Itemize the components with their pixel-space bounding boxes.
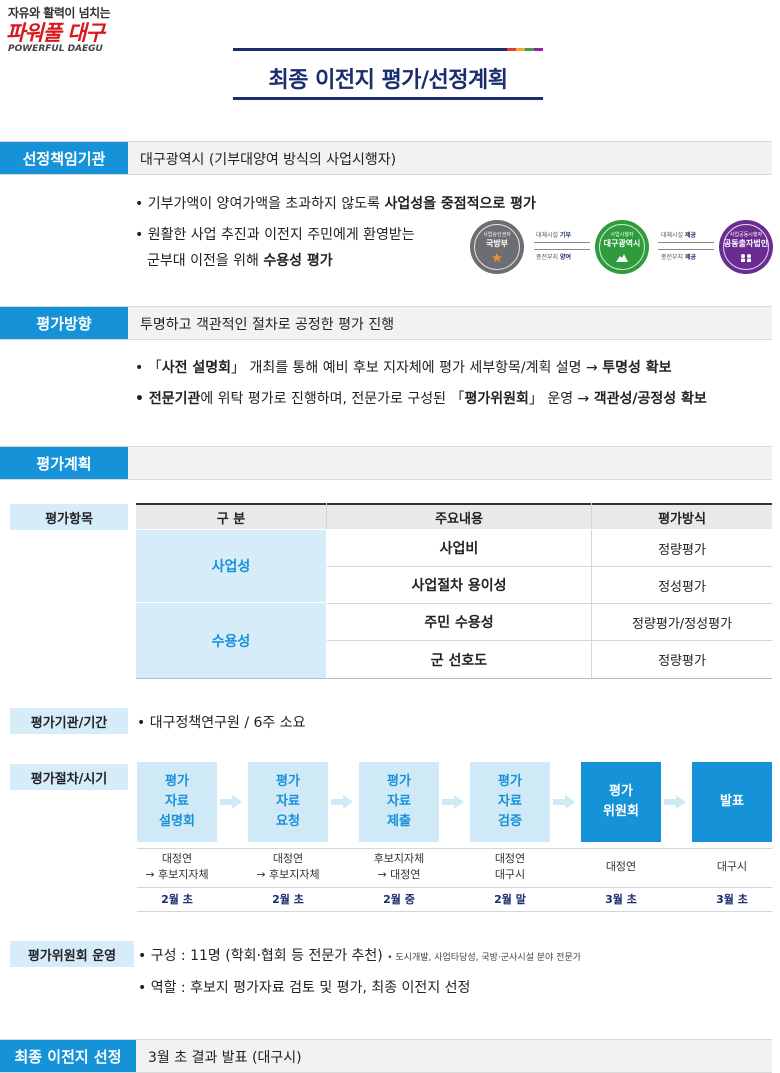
star-icon [492, 253, 502, 262]
bullet-responsible-2: • 원활한 사업 추진과 이전지 주민에게 환영받는 [135, 227, 415, 243]
process-step-6: 발표 [692, 762, 772, 842]
bullet-responsible-1: • 기부가액이 양여가액을 초과하지 않도록 사업성을 중점적으로 평가 [135, 196, 536, 212]
section-label-responsible: 선정책임기관 [0, 142, 128, 174]
committee-bullet-2: • 역할 : 후보지 평가자료 검토 및 평가, 최종 이전지 선정 [138, 980, 471, 996]
label-donate: 대체시설 기부 [536, 232, 572, 239]
section-desc-final: 3월 초 결과 발표 (대구시) [148, 1050, 302, 1066]
row-method-4: 정량평가 [658, 654, 706, 669]
label-agency: 평가기관/기간 [10, 708, 128, 734]
section-desc-responsible: 대구광역시 (기부대양여 방식의 사업시행자) [140, 152, 397, 168]
logo-tagline: 자유와 활력이 넘치는 [8, 6, 111, 20]
row-method-3: 정량평가/정성평가 [631, 616, 733, 632]
arrow-line-right-top [658, 242, 714, 243]
arrow-right-icon [343, 795, 353, 809]
process-month-5: 3월 초 [605, 893, 637, 906]
agency-text: • 대구정책연구원 / 6주 소요 [137, 715, 306, 731]
label-provide-2: 종전부지 제공 [661, 254, 697, 261]
section-responsible: 선정책임기관 대구광역시 (기부대양여 방식의 사업시행자) [0, 141, 772, 175]
process-org-1: 대정연 → 후보지자체 [145, 852, 209, 881]
label-items: 평가항목 [10, 504, 128, 530]
title-decoration [507, 48, 543, 51]
process-month-6: 3월 초 [716, 893, 748, 906]
table-header-method: 평가방식 [592, 503, 772, 529]
process-org-3: 후보지자체 → 대정연 [373, 852, 425, 881]
arrow-right-icon [565, 795, 575, 809]
section-label-final: 최종 이전지 선정 [0, 1040, 136, 1072]
label-transfer: 종전부지 양여 [536, 254, 572, 261]
process-org-6: 대구시 [716, 860, 748, 873]
relationship-diagram: 사업승인권자 국방부 대체시설 기부 종전부지 양여 사업시행자 대구광역시 대… [464, 216, 774, 280]
process-org-5: 대정연 [605, 860, 637, 873]
bullet-direction-2: • 전문기관에 위탁 평가로 진행하며, 전문가로 구성된 「평가위원회」 운영… [135, 391, 707, 407]
row-content-3: 주민 수용성 [424, 615, 494, 631]
section-direction: 평가방향 투명하고 객관적인 절차로 공정한 평가 진행 [0, 306, 772, 340]
category-acceptance: 수용성 [136, 603, 326, 678]
evaluation-table: 구 분 주요내용 평가방식 사업성 수용성 사업비 정량평가 사업절차 용이성 … [136, 503, 772, 679]
arrow-line-left-top [534, 242, 590, 243]
arrow-line-right-bottom [658, 249, 714, 250]
label-provide-1: 대체시설 제공 [661, 232, 697, 239]
row-method-2: 정성평가 [658, 579, 706, 595]
process-month-4: 2월 말 [494, 893, 526, 906]
arrow-right-icon [676, 795, 686, 809]
label-process: 평가절차/시기 [10, 764, 128, 790]
committee-bullet-1: • 구성 : 11명 (학회·협회 등 전문가 추천) • 도시개발, 사업타당… [138, 948, 582, 964]
mountain-icon [616, 254, 628, 262]
section-label-direction: 평가방향 [0, 307, 128, 339]
arrow-right-icon [454, 795, 464, 809]
people-icon [741, 254, 751, 262]
bullet-direction-1: • 「사전 설명회」 개최를 통해 예비 후보 지자체에 평가 세부항목/계획 … [135, 360, 672, 376]
public-corp-circle: 사업공동시행자 공동출자법인 [719, 220, 773, 274]
row-method-1: 정량평가 [658, 542, 706, 558]
logo-main: 파워풀 대구 [6, 21, 105, 45]
row-content-2: 사업절차 용이성 [411, 578, 507, 594]
daegu-circle: 사업시행자 대구광역시 [595, 220, 649, 274]
section-final: 최종 이전지 선정 3월 초 결과 발표 (대구시) [0, 1039, 772, 1073]
process-step-1: 평가 자료 설명회 [137, 762, 217, 842]
page-title: 최종 이전지 평가/선정계획 [268, 68, 509, 93]
process-month-3: 2월 중 [383, 893, 415, 906]
mnd-circle: 사업승인권자 국방부 [470, 220, 524, 274]
process-month-1: 2월 초 [161, 893, 193, 906]
category-business: 사업성 [136, 530, 326, 602]
section-plan: 평가계획 [0, 446, 772, 480]
process-org-4: 대정연 대구시 [494, 852, 526, 881]
arrow-line-left-bottom [534, 249, 590, 250]
row-content-4: 군 선호도 [430, 652, 488, 669]
process-org-2: 대정연 → 후보지자체 [256, 852, 320, 881]
section-desc-direction: 투명하고 객관적인 절차로 공정한 평가 진행 [140, 317, 395, 333]
title-bar: 최종 이전지 평가/선정계획 [233, 48, 543, 100]
process-step-5: 평가 위원회 [581, 762, 661, 842]
table-header-category: 구 분 [136, 503, 326, 529]
table-header-content: 주요내용 [327, 503, 591, 529]
arrow-right-icon [232, 795, 242, 809]
process-step-3: 평가 자료 제출 [359, 762, 439, 842]
process-step-2: 평가 자료 요청 [248, 762, 328, 842]
label-committee: 평가위원회 운영 [10, 941, 134, 967]
logo-english: POWERFUL DAEGU [8, 44, 103, 54]
bullet-responsible-3: 군부대 이전을 위해 수용성 평가 [147, 253, 333, 269]
process-month-2: 2월 초 [272, 893, 304, 906]
process-step-4: 평가 자료 검증 [470, 762, 550, 842]
row-content-1: 사업비 [439, 541, 479, 557]
section-label-plan: 평가계획 [0, 447, 128, 479]
